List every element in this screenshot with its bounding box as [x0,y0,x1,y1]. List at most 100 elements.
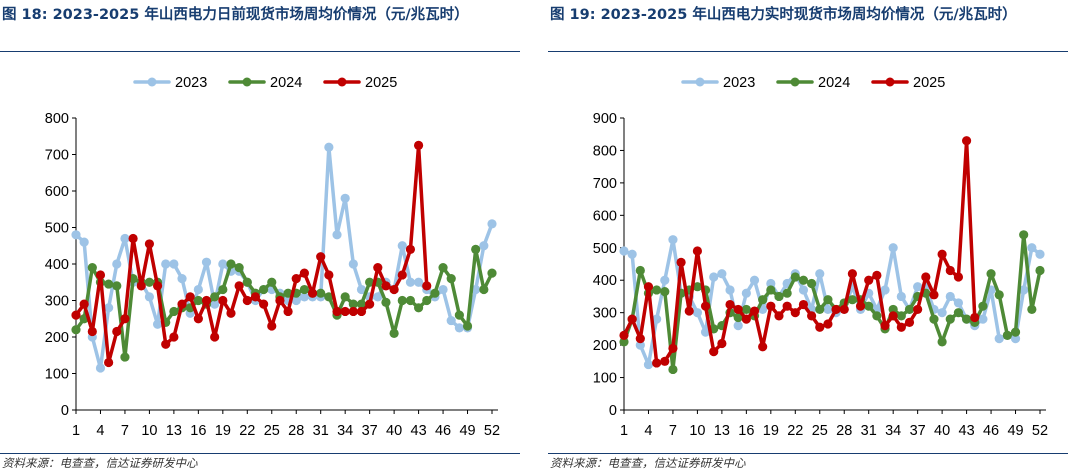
x-tick-label: 52 [484,423,500,439]
data-point-2023 [668,235,678,245]
data-point-2024 [454,310,464,320]
data-point-2024 [945,314,955,324]
data-point-2025 [381,281,391,291]
data-point-2023 [815,269,825,279]
data-point-2025 [896,322,906,332]
legend-swatch-marker [147,77,157,87]
x-tick-label: 22 [787,423,803,439]
data-point-2025 [234,281,244,291]
data-point-2023 [741,288,751,298]
data-point-2025 [193,314,203,324]
data-point-2025 [373,263,383,273]
figure-title: 图 19: 2023-2025 年山西电力实时现货市场周均价情况（元/兆瓦时） [550,7,1017,23]
data-point-2025 [782,301,792,311]
data-point-2024 [986,269,996,279]
data-point-2024 [994,290,1004,300]
data-point-2024 [978,301,988,311]
data-point-2025 [324,270,334,280]
data-point-2023 [635,340,645,350]
data-point-2024 [790,272,800,282]
data-point-2025 [307,288,318,298]
data-point-2025 [161,339,171,349]
x-tick-label: 40 [934,423,950,439]
data-point-2023 [643,359,654,370]
data-point-2024 [242,277,252,287]
data-point-2023 [913,282,923,292]
data-point-2024 [652,285,662,295]
data-point-2025 [136,281,146,291]
legend-label: 2024 [270,75,302,91]
y-tick-label: 800 [45,111,69,127]
data-point-2023 [717,269,727,279]
x-tick-label: 16 [190,423,206,439]
x-tick-label: 22 [239,423,255,439]
source-divider [0,453,520,454]
data-point-2023 [177,274,187,284]
data-point-2024 [340,292,350,302]
data-point-2024 [413,303,424,313]
data-point-2023 [324,142,334,152]
x-tick-label: 49 [459,423,475,439]
data-point-2023 [888,243,898,253]
data-point-2024 [619,337,629,347]
data-point-2024 [741,304,751,315]
legend-label: 2023 [175,75,207,91]
data-point-2024 [365,277,375,287]
x-tick-label: 25 [812,423,828,439]
x-tick-label: 52 [1032,423,1048,439]
data-point-2025 [267,321,277,331]
data-point-2024 [823,295,833,305]
data-point-2024 [929,314,939,324]
legend-swatch-marker [695,77,705,87]
x-tick-label: 13 [714,423,730,439]
data-point-2025 [356,306,367,317]
x-tick-label: 7 [121,423,129,439]
data-point-2025 [152,281,163,291]
x-tick-label: 43 [411,423,427,439]
data-point-2024 [635,265,645,276]
data-point-2023 [766,278,776,289]
data-point-2024 [888,304,898,315]
data-point-2023 [112,259,122,269]
data-point-2025 [71,310,81,320]
data-point-2025 [619,330,629,340]
legend-label: 2025 [913,75,945,91]
data-point-2023 [896,291,906,302]
data-point-2025 [316,252,326,262]
data-point-2025 [413,140,424,150]
data-point-2023 [161,259,171,269]
data-point-2025 [749,306,760,316]
y-tick-label: 0 [61,403,69,419]
data-point-2025 [847,269,857,279]
data-point-2025 [872,270,882,280]
data-point-2025 [798,299,809,310]
data-point-2023 [823,304,833,315]
data-point-2023 [438,284,448,295]
data-point-2023 [152,319,163,329]
data-point-2024 [234,263,244,273]
data-point-2025 [937,249,947,259]
data-point-2025 [970,312,980,323]
y-tick-label: 400 [45,257,69,273]
x-tick-label: 37 [910,423,926,439]
data-point-2024 [668,364,678,375]
data-point-2023 [953,298,964,308]
data-point-2025 [888,311,898,321]
data-point-2025 [741,314,751,324]
y-tick-label: 900 [593,111,617,127]
data-point-2024 [405,295,416,306]
data-point-2023 [725,285,735,295]
data-point-2024 [259,284,269,295]
figure-title: 图 18: 2023-2025 年山西电力日前现货市场周均价情况（元/兆瓦时） [2,7,469,23]
title-divider [0,51,520,52]
data-point-2025 [831,304,841,315]
data-point-2023 [218,259,228,269]
data-point-2025 [95,270,106,280]
data-point-2024 [381,297,391,307]
data-point-2023 [120,233,130,244]
data-point-2025 [422,281,432,291]
data-point-2023 [405,277,416,287]
data-point-2025 [365,299,375,309]
data-point-2024 [267,277,277,287]
data-point-2025 [660,356,670,366]
